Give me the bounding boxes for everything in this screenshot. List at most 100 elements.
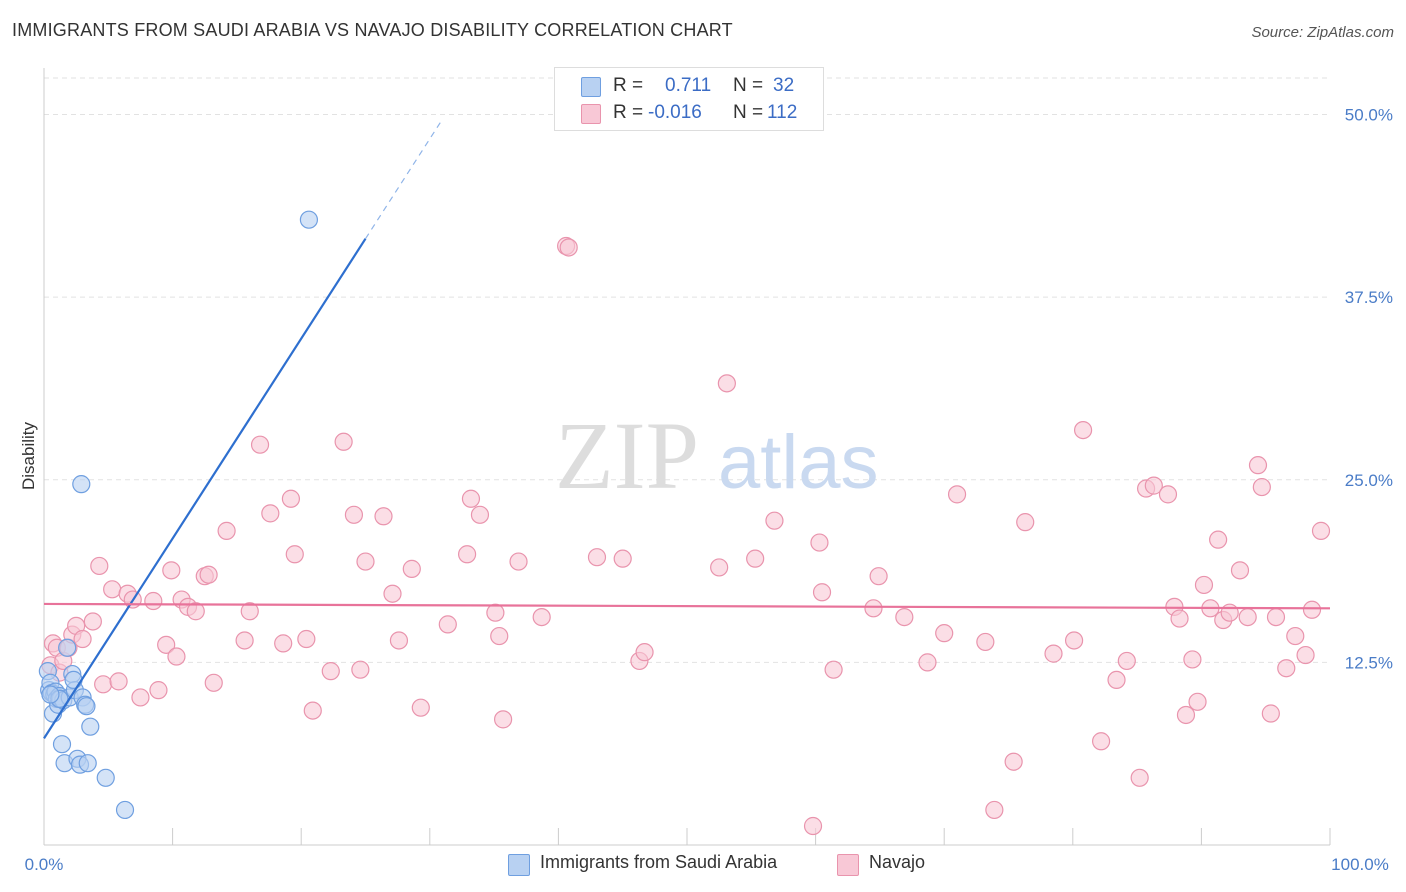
bottom-legend: Immigrants from Saudi Arabia Navajo: [0, 852, 1406, 876]
navajo-point: [587, 548, 607, 567]
navajo-point: [1016, 513, 1035, 532]
navajo-point: [559, 238, 578, 257]
navajo-point: [895, 607, 914, 627]
watermark-zip: ZIP: [555, 402, 699, 509]
source-label: Source: ZipAtlas.com: [1251, 24, 1394, 41]
navajo-point: [351, 660, 370, 679]
navajo-point: [918, 653, 937, 672]
navajo-point: [812, 583, 832, 602]
navajo-point: [217, 521, 236, 540]
navajo-point: [1044, 644, 1063, 663]
navajo-point: [334, 432, 353, 451]
navajo-point: [1248, 456, 1268, 475]
y-tick-label: 50.0%: [1345, 106, 1393, 125]
navajo-point: [274, 634, 293, 653]
legend-swatch-pink: [581, 104, 601, 124]
navajo-point: [1144, 476, 1163, 495]
navajo-point: [383, 584, 402, 603]
navajo-point: [162, 561, 181, 580]
navajo-point: [1261, 704, 1280, 723]
navajo-point: [199, 565, 218, 584]
watermark-atlas: atlas: [718, 420, 879, 505]
navajo-point: [532, 607, 551, 627]
navajo-point: [1302, 600, 1322, 619]
navajo-point: [438, 615, 457, 634]
navajo-point: [810, 533, 829, 552]
saudi-point: [78, 754, 97, 773]
navajo-point: [109, 672, 128, 691]
navajo-point: [803, 816, 823, 836]
navajo-point: [1296, 645, 1315, 665]
navajo-point: [402, 559, 421, 578]
legend-n-value-navajo: 112: [767, 102, 798, 123]
saudi-point: [115, 800, 135, 820]
navajo-point: [1130, 768, 1149, 787]
navajo-point: [131, 688, 150, 707]
legend-r-label: R =: [613, 102, 644, 123]
navajo-point: [1064, 631, 1084, 650]
chart-title: IMMIGRANTS FROM SAUDI ARABIA VS NAVAJO D…: [12, 20, 733, 40]
legend-r-value-saudi: 0.711: [665, 75, 712, 96]
navajo-trend-line: [43, 602, 1331, 610]
navajo-point: [94, 675, 113, 694]
legend-n-label: N =: [733, 102, 764, 123]
navajo-point: [461, 489, 481, 508]
x-tick-label-100: 100.0%: [1331, 855, 1389, 874]
legend-n-label: N =: [733, 75, 764, 96]
saudi-trend-line: [43, 238, 367, 739]
navajo-point: [1073, 420, 1093, 440]
navajo-point: [490, 626, 509, 646]
y-tick-label: 25.0%: [1345, 471, 1393, 490]
navajo-point: [321, 662, 340, 681]
saudi-point: [299, 210, 319, 229]
legend-swatch-blue: [581, 77, 601, 97]
bottom-legend-swatch-blue: [508, 854, 530, 876]
y-tick-label: 12.5%: [1345, 653, 1393, 672]
saudi-point: [77, 697, 96, 716]
navajo-point: [457, 545, 477, 564]
bottom-legend-label-saudi: Immigrants from Saudi Arabia: [540, 852, 778, 872]
saudi-point: [52, 735, 72, 754]
saudi-trend-extension: [364, 118, 444, 240]
legend-row-saudi: R = 0.711 N = 32: [555, 73, 823, 101]
navajo-point: [149, 681, 168, 700]
saudi-point: [58, 638, 77, 657]
navajo-point: [1266, 607, 1286, 627]
navajo-point: [746, 549, 765, 568]
navajo-point: [157, 635, 176, 654]
navajo-point: [935, 624, 954, 643]
navajo-point: [281, 489, 301, 508]
navajo-point: [869, 567, 888, 586]
stats-legend: R = 0.711 N = 32 R = -0.016 N = 112: [554, 67, 824, 131]
y-tick-label: 37.5%: [1345, 288, 1393, 307]
navajo-point: [1091, 732, 1111, 751]
trend-layer: [43, 118, 1331, 739]
navajo-point: [1286, 626, 1305, 646]
navajo-point: [374, 507, 393, 526]
navajo-point: [635, 643, 654, 662]
navajo-point: [864, 599, 883, 618]
navajo-point: [486, 603, 505, 622]
bottom-legend-label-navajo: Navajo: [869, 852, 926, 872]
navajo-point: [103, 580, 122, 599]
navajo-point: [389, 631, 409, 650]
navajo-point: [1176, 705, 1196, 725]
navajo-point: [204, 673, 223, 692]
navajo-point: [186, 602, 205, 621]
y-axis-label: Disability: [19, 421, 38, 490]
navajo-point: [765, 511, 784, 530]
navajo-point: [1230, 561, 1250, 580]
axes-layer: 12.5% 25.0% 37.5% 50.0%: [43, 68, 1393, 846]
navajo-point: [240, 602, 259, 621]
saudi-point: [72, 475, 91, 494]
navajo-point: [1117, 651, 1136, 671]
navajo-point: [1209, 530, 1228, 549]
navajo-point: [235, 631, 254, 650]
navajo-point: [356, 552, 375, 571]
x-tick-label-0: 0.0%: [25, 855, 64, 874]
navajo-point: [261, 504, 280, 523]
navajo-point: [824, 660, 843, 679]
navajo-point: [144, 591, 163, 611]
grid-layer: [44, 77, 1330, 663]
